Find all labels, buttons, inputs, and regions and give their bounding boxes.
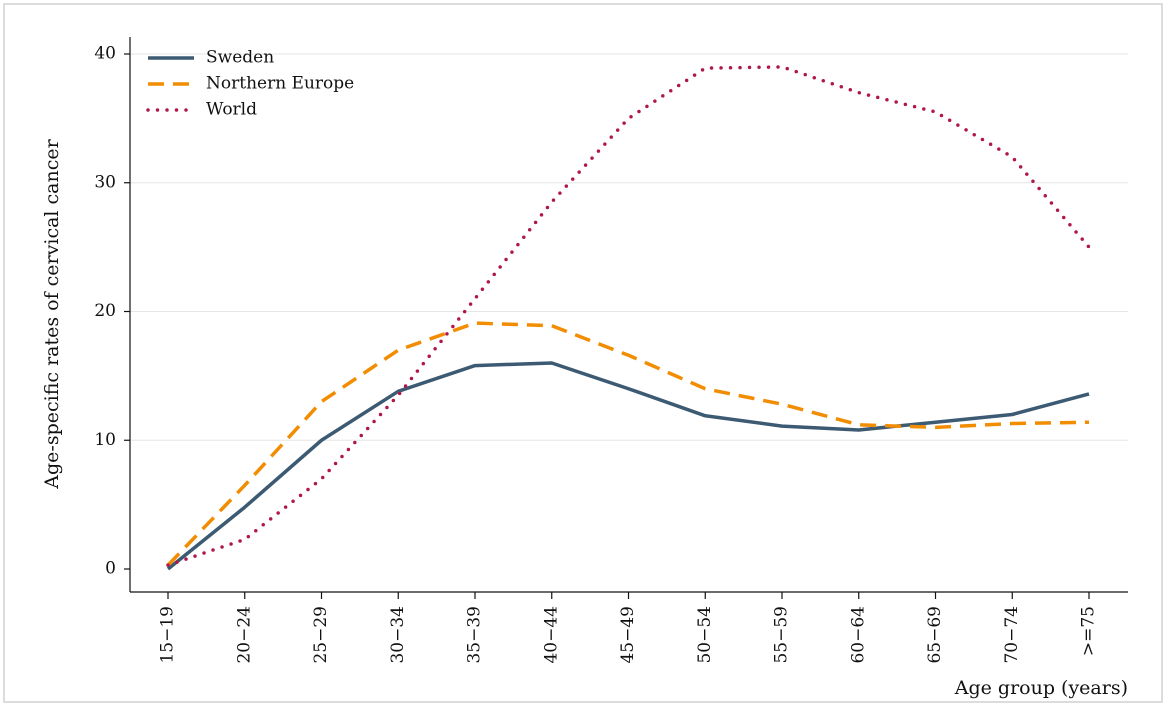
x-tick-label: 50−54	[695, 606, 715, 664]
x-tick-label: 60−64	[848, 606, 868, 664]
series-lines	[166, 65, 1091, 571]
x-tick-label: 70−74	[1002, 606, 1022, 664]
y-tick-label: 10	[94, 430, 116, 450]
x-axis-ticks: 15−19 20−24 25−29 30−34 35−39 40−44 45−49 50−54…	[158, 592, 1099, 664]
x-tick-label: >=75	[1079, 606, 1099, 656]
x-tick-label: 25−29	[311, 606, 331, 664]
x-tick-label: 40−44	[541, 606, 561, 664]
gridlines	[130, 53, 1128, 441]
x-tick-label: 35−39	[465, 606, 485, 664]
x-tick-label: 55−59	[772, 606, 792, 664]
x-tick-label: 30−34	[388, 606, 408, 664]
x-tick-label: 45−49	[618, 606, 638, 664]
legend-label: Northern Europe	[206, 74, 354, 94]
y-axis-ticks: 0 10 20 30 40	[94, 44, 130, 579]
y-tick-label: 20	[94, 301, 116, 321]
x-tick-label: 15−19	[158, 606, 178, 664]
legend: Sweden Northern Europe World	[146, 48, 354, 120]
y-tick-label: 0	[105, 559, 116, 579]
legend-label: Sweden	[206, 48, 274, 68]
figure-frame	[3, 3, 1163, 703]
series-line-northern-europe	[166, 321, 1090, 567]
x-axis-title: Age group (years)	[954, 677, 1128, 699]
y-axis-title: Age-specific rates of cervical cancer	[41, 138, 63, 489]
series-line-sweden	[166, 361, 1090, 571]
x-tick-label: 20−24	[234, 606, 254, 664]
x-tick-label: 65−69	[925, 606, 945, 664]
legend-label: World	[206, 100, 257, 120]
y-tick-label: 30	[94, 172, 116, 192]
y-tick-label: 40	[94, 44, 116, 64]
